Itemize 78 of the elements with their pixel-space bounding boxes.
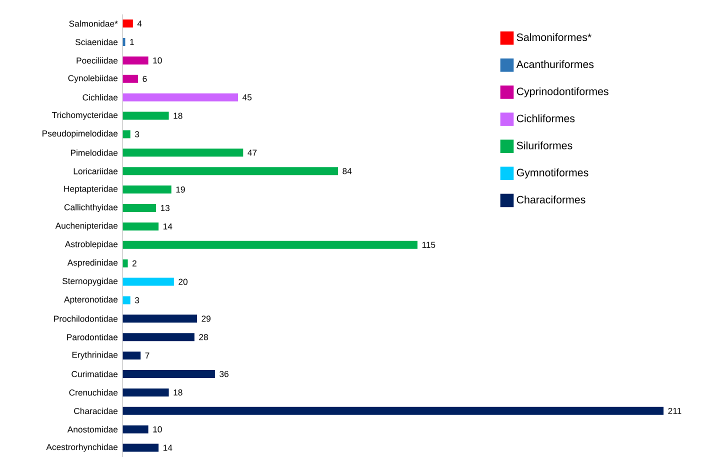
bar <box>122 370 215 378</box>
y-tick-label: Heptapteridae <box>64 186 118 194</box>
data-label: 84 <box>342 168 352 174</box>
y-tick-label: Aspredinidae <box>67 259 118 268</box>
bar <box>122 148 244 157</box>
bar <box>122 204 156 212</box>
data-label: 4 <box>137 20 142 27</box>
y-tick-label: Characidae <box>74 408 118 414</box>
bar <box>122 112 169 120</box>
bar <box>122 186 172 194</box>
data-label: 211 <box>668 408 682 414</box>
bar <box>122 259 128 268</box>
data-label: 19 <box>176 186 185 193</box>
bar <box>122 130 130 138</box>
y-tick-label: Auchenipteridae <box>55 222 118 230</box>
bar <box>122 20 133 28</box>
y-tick-label: Anostomidae <box>67 426 118 433</box>
data-label: 14 <box>163 223 172 230</box>
y-tick-label: Parodontidae <box>67 334 118 340</box>
bar <box>122 406 664 415</box>
bar <box>122 333 194 342</box>
legend-label: Siluriformes <box>516 141 572 150</box>
data-label: 28 <box>199 334 208 340</box>
data-label: 10 <box>153 426 162 432</box>
bar <box>122 444 159 452</box>
legend-label: Cyprinodontiformes <box>516 87 608 98</box>
data-label: 3 <box>134 131 140 138</box>
bar <box>122 296 130 304</box>
bar <box>122 56 148 64</box>
data-label: 6 <box>142 76 147 82</box>
data-label: 20 <box>178 278 188 285</box>
data-label: 115 <box>422 242 436 248</box>
data-label: 36 <box>220 370 228 378</box>
data-label: 1 <box>130 39 134 45</box>
y-tick-label: Apteronotidae <box>64 296 118 304</box>
y-tick-label: Callichthyidae <box>64 204 118 212</box>
bar <box>122 388 169 396</box>
legend-label: Cichliformes <box>516 114 575 122</box>
legend-label: Salmoniformes* <box>516 33 592 42</box>
y-tick-label: Acestrorhynchidae <box>46 444 118 452</box>
bar <box>122 74 138 83</box>
data-label: 3 <box>134 297 140 304</box>
data-label: 29 <box>202 316 211 322</box>
bar <box>122 352 141 360</box>
y-tick-label: Poeciliidae <box>76 57 118 64</box>
bar <box>122 278 174 286</box>
data-label: 2 <box>132 260 136 266</box>
bar <box>122 425 148 434</box>
legend-label: Characiformes <box>516 196 586 204</box>
data-label: 45 <box>242 94 252 100</box>
y-tick-label: Crenuchidae <box>69 389 118 396</box>
y-tick-label: Trichomycteridae <box>52 112 118 120</box>
y-tick-label: Loricariidae <box>74 168 118 174</box>
data-label: 18 <box>174 389 182 396</box>
data-label: 10 <box>153 57 162 64</box>
y-tick-label: Erythrinidae <box>72 352 118 360</box>
y-tick-label: Cichlidae <box>82 94 118 101</box>
bar <box>122 167 338 176</box>
data-label: 47 <box>248 150 257 156</box>
legend-label: Acanthuriformes <box>516 60 594 68</box>
y-tick-label: Salmonidae* <box>69 20 118 27</box>
y-tick-label: Sternopygidae <box>62 278 118 286</box>
bar <box>122 314 198 323</box>
y-tick-label: Pseudopimelodidae <box>42 130 118 138</box>
bar <box>122 93 238 102</box>
y-tick-label: Curimatidae <box>72 370 118 378</box>
y-tick-label: Pimelodidae <box>70 149 118 156</box>
y-tick-label: Sciaenidae <box>75 38 118 46</box>
legend-label: Gymnotiformes <box>516 168 588 178</box>
y-tick-label: Cynolebiidae <box>68 74 118 83</box>
y-tick-label: Prochilodontidae <box>54 315 118 322</box>
data-label: 18 <box>174 112 182 119</box>
y-tick-label: Astroblepidae <box>64 240 118 249</box>
data-label: 14 <box>163 444 172 451</box>
data-label: 7 <box>145 352 150 359</box>
data-label: 13 <box>160 204 170 212</box>
bar <box>122 222 159 230</box>
bar <box>122 240 418 249</box>
